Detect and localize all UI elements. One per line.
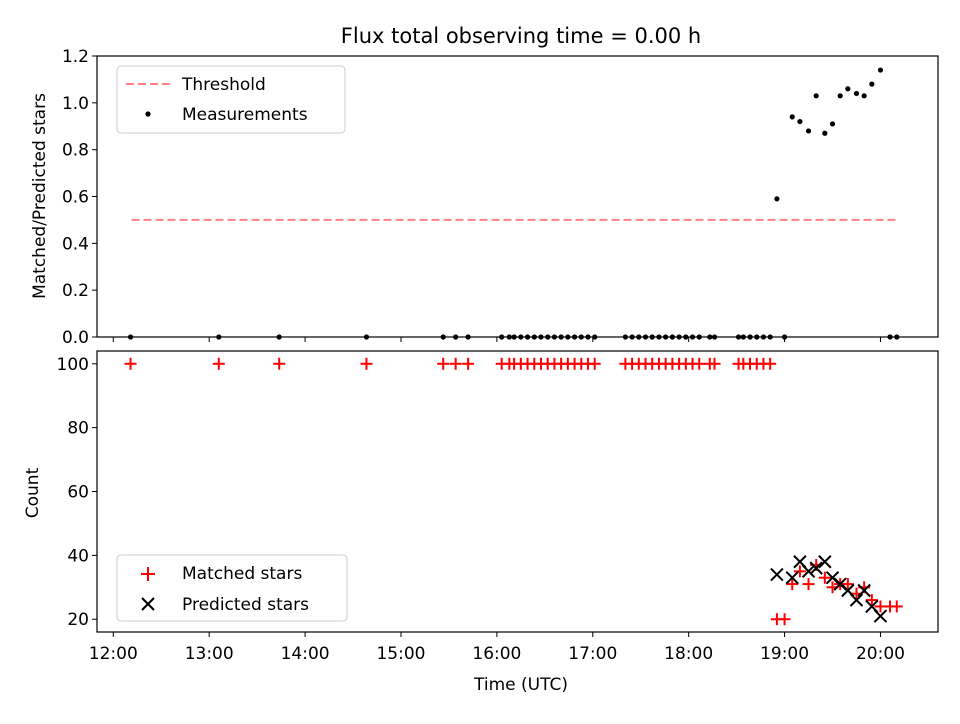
chart-title: Flux total observing time = 0.00 h: [341, 24, 701, 48]
bottom-xtick-label: 14:00: [281, 644, 330, 664]
bottom-ytick-label: 80: [67, 419, 89, 439]
bottom-ytick-label: 40: [67, 546, 89, 566]
top-legend-frame: [116, 65, 346, 134]
legend-matched-label: Matched stars: [182, 564, 302, 584]
top-ytick-label: 0.8: [62, 141, 89, 161]
bottom-ytick-label: 60: [67, 483, 89, 503]
bottom-xtick-label: 15:00: [376, 644, 425, 664]
measurement-point: [789, 114, 795, 120]
matched-star-point: [764, 357, 777, 370]
bottom-ytick-label: 100: [57, 355, 89, 375]
bottom-axes: 20 40 60 80 100 12:00 13:00 14:00 15:00 16:00 17:0…: [57, 350, 939, 664]
matched-star-point: [778, 613, 791, 626]
predicted-star-point: [770, 567, 784, 582]
bottom-xtick-label: 13:00: [185, 644, 234, 664]
bottom-xtick-label: 12:00: [89, 644, 138, 664]
top-axes: 0.0 0.2 0.4 0.6 0.8 1.0 1.2: [62, 47, 939, 348]
matched-star-point: [786, 578, 799, 591]
legend-predicted-label: Predicted stars: [182, 595, 309, 615]
matched-star-point: [449, 357, 462, 370]
matched-star-point: [708, 357, 721, 370]
matched-star-point: [890, 600, 903, 613]
predicted-star-point: [818, 555, 832, 569]
measurement-point: [845, 86, 851, 92]
top-ytick-label: 0.6: [62, 188, 89, 208]
matched-star-point: [437, 357, 450, 370]
matched-star-point: [802, 578, 815, 591]
bottom-legend: Matched stars Predicted stars: [116, 554, 348, 622]
legend-matched-swatch: [141, 567, 155, 581]
legend-measurements-label: Measurements: [182, 105, 308, 125]
bottom-xtick-label: 17:00: [568, 644, 617, 664]
measurement-point: [877, 67, 884, 73]
predicted-star-point: [801, 564, 816, 579]
matched-star-point: [462, 357, 475, 370]
matched-star-point: [360, 357, 373, 370]
top-ylabel: Matched/Predicted stars: [30, 93, 50, 299]
legend-predicted-swatch: [141, 597, 155, 611]
bottom-legend-frame: [116, 554, 348, 622]
bottom-xtick-label: 20:00: [856, 644, 905, 664]
top-ytick-label: 0.0: [62, 328, 89, 348]
measurement-point: [869, 81, 875, 87]
matched-star-point: [273, 357, 286, 370]
measurement-point: [805, 128, 812, 134]
matched-star-point: [841, 578, 854, 591]
measurement-point: [822, 130, 828, 136]
predicted-star-point: [873, 609, 888, 623]
top-ytick-label: 0.4: [62, 234, 89, 254]
legend-measurements-swatch: [145, 111, 151, 117]
matched-star-point: [693, 357, 706, 370]
measurement-point: [837, 93, 843, 99]
matched-star-point: [818, 571, 831, 584]
matched-star-point: [124, 357, 137, 370]
bottom-ytick-label: 20: [67, 610, 89, 630]
predicted-star-point: [849, 593, 864, 607]
measurement-point: [861, 93, 867, 99]
predicted-star-point: [785, 571, 799, 585]
matched-star-point: [212, 357, 225, 370]
matched-star-point: [793, 565, 806, 578]
bottom-xtick-label: 16:00: [472, 644, 521, 664]
predicted-star-point: [809, 561, 823, 575]
legend-threshold-label: Threshold: [181, 75, 266, 95]
matched-star-point: [588, 357, 601, 370]
top-legend: Threshold Measurements: [116, 65, 346, 134]
bottom-xlabel: Time (UTC): [473, 675, 568, 695]
bottom-ylabel: Count: [23, 467, 43, 518]
top-ytick-label: 0.2: [62, 281, 89, 301]
measurement-point: [797, 118, 803, 125]
measurement-point: [813, 93, 819, 99]
bottom-xtick-label: 18:00: [664, 644, 713, 664]
measurement-point: [774, 196, 780, 202]
matched-star-point: [865, 594, 878, 607]
bottom-panel: 20 40 60 80 100 12:00 13:00 14:00 15:00 16:00 17:0…: [23, 350, 939, 695]
top-ytick-label: 1.2: [62, 47, 89, 67]
bottom-points: [124, 357, 903, 626]
top-ytick-label: 1.0: [62, 94, 89, 114]
measurement-point: [829, 121, 836, 127]
predicted-star-point: [857, 583, 871, 598]
bottom-xtick-label: 19:00: [760, 644, 809, 664]
top-panel: 0.0 0.2 0.4 0.6 0.8 1.0 1.2 Matched/Predicted …: [30, 47, 939, 348]
measurement-point: [853, 90, 860, 97]
